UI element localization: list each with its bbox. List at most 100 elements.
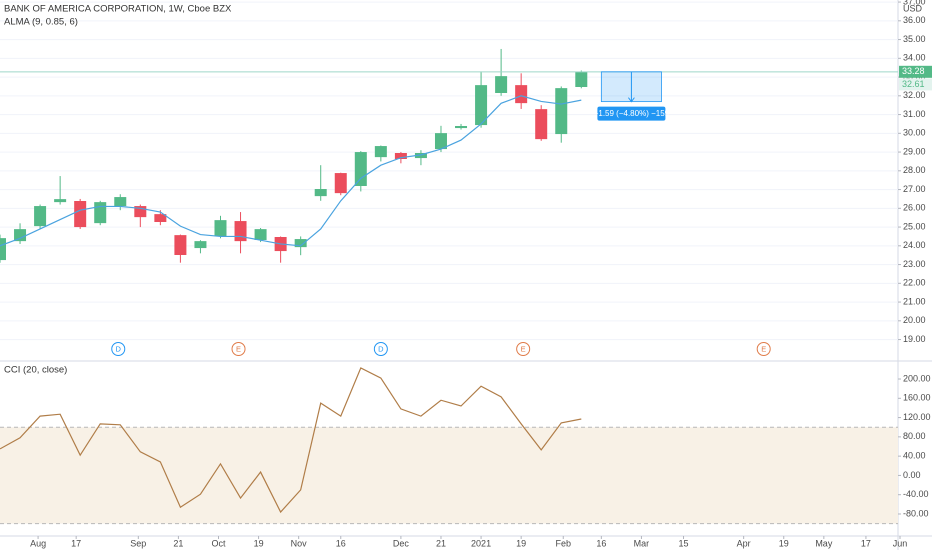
- candle-body: [0, 238, 6, 261]
- x-tick-label: 19: [516, 538, 526, 548]
- price-tag: [899, 65, 932, 78]
- candle-body: [294, 239, 307, 248]
- candle-body: [34, 206, 47, 227]
- y-tick-label: 26.00: [903, 203, 926, 213]
- x-tick-label: 19: [779, 538, 789, 548]
- y-tick-label: 37.00: [903, 0, 926, 6]
- currency: USD: [903, 3, 923, 13]
- candle-body: [194, 241, 207, 249]
- candle-body: [475, 85, 488, 126]
- y-tick-label: 24.00: [903, 240, 926, 250]
- price-tag-label: 32.61: [902, 79, 925, 89]
- x-tick-label: Apr: [737, 538, 751, 548]
- candle-body: [455, 126, 468, 129]
- y-tick-label: 19.00: [903, 334, 926, 344]
- y-tick-label: 29.00: [903, 146, 926, 156]
- candle-body: [334, 173, 347, 194]
- legend-entry: ALMA (9, 0.85, 6): [4, 17, 78, 28]
- candle-body: [354, 152, 367, 186]
- candle-body: [515, 85, 528, 104]
- y-tick-label: 80.00: [903, 431, 926, 441]
- candle-body: [575, 71, 588, 87]
- candle-body: [154, 214, 167, 222]
- x-tick-label: 16: [336, 538, 346, 548]
- y-tick-label: 40.00: [903, 451, 926, 461]
- x-tick-label: 21: [173, 538, 183, 548]
- y-tick-label: 160.00: [903, 393, 931, 403]
- x-tick-label: Jun: [893, 538, 908, 548]
- candle-body: [495, 76, 508, 93]
- y-tick-label: 120.00: [903, 412, 931, 422]
- chart-title: BANK OF AMERICA CORPORATION, 1W, Cboe BZ…: [4, 4, 232, 15]
- candle-body: [214, 220, 227, 237]
- price-tag: [899, 78, 932, 91]
- event-marker: [756, 342, 771, 356]
- y-tick-label: 36.00: [903, 15, 926, 25]
- x-tick-label: Aug: [30, 538, 46, 548]
- y-tick-label: 0.00: [903, 470, 921, 480]
- candle-body: [314, 189, 327, 197]
- x-tick-label: 2021: [471, 538, 491, 548]
- x-tick-label: May: [815, 538, 833, 548]
- x-tick-label: 17: [71, 538, 81, 548]
- y-tick-label: 32.00: [903, 90, 926, 100]
- event-marker: [231, 342, 246, 356]
- event-label: D: [116, 344, 122, 353]
- candle-body: [414, 153, 427, 159]
- x-tick-label: 15: [679, 538, 689, 548]
- event-label: E: [521, 344, 526, 353]
- legend-entry: CCI (20, close): [4, 365, 67, 376]
- event-marker: [111, 342, 126, 356]
- candle-body: [54, 199, 67, 203]
- y-tick-label: 28.00: [903, 165, 926, 175]
- y-tick-label: 31.00: [903, 109, 926, 119]
- cci-line: [0, 367, 582, 514]
- measure-arrow: [628, 71, 635, 103]
- event-label: D: [378, 344, 384, 353]
- candle-body: [134, 206, 147, 218]
- y-tick-label: 35.00: [903, 34, 926, 44]
- x-tick-label: Mar: [634, 538, 650, 548]
- x-tick-label: Oct: [211, 538, 226, 548]
- candle-body: [174, 235, 187, 255]
- cci-band: [0, 427, 898, 524]
- y-tick-label: 21.00: [903, 296, 926, 306]
- x-tick-label: 19: [254, 538, 264, 548]
- y-tick-label: 25.00: [903, 221, 926, 231]
- candle-body: [535, 109, 548, 140]
- candle-body: [394, 153, 407, 159]
- x-tick-label: 17: [861, 538, 871, 548]
- y-tick-label: 34.00: [903, 53, 926, 63]
- alma-line: [0, 95, 582, 247]
- candle-body: [374, 146, 387, 158]
- y-tick-label: -80.00: [903, 508, 929, 518]
- y-tick-label: 200.00: [903, 373, 931, 383]
- candle-body: [14, 229, 27, 242]
- event-label: E: [761, 344, 766, 353]
- measure-label: −1.59 (−4.80%) −159: [594, 109, 670, 118]
- event-marker: [516, 342, 531, 356]
- candle-body: [114, 197, 127, 207]
- event-label: E: [236, 344, 241, 353]
- y-tick-label: -40.00: [903, 489, 929, 499]
- y-tick-label: 20.00: [903, 315, 926, 325]
- y-tick-label: 23.00: [903, 259, 926, 269]
- candle-body: [254, 229, 267, 240]
- candle-body: [94, 202, 107, 224]
- x-tick-label: Nov: [291, 538, 308, 548]
- measure-label-bg: [597, 106, 666, 121]
- x-tick-label: 16: [596, 538, 606, 548]
- candle-body: [234, 221, 247, 242]
- y-tick-label: 22.00: [903, 278, 926, 288]
- x-tick-label: 21: [436, 538, 446, 548]
- candle-body: [555, 88, 568, 135]
- y-tick-label: 30.00: [903, 128, 926, 138]
- x-tick-label: Dec: [393, 538, 410, 548]
- x-tick-label: Feb: [555, 538, 571, 548]
- candle-body: [74, 201, 87, 228]
- candle-body: [434, 133, 447, 150]
- event-marker: [373, 342, 388, 356]
- x-tick-label: Sep: [130, 538, 146, 548]
- price-tag-label: 33.28: [902, 66, 925, 76]
